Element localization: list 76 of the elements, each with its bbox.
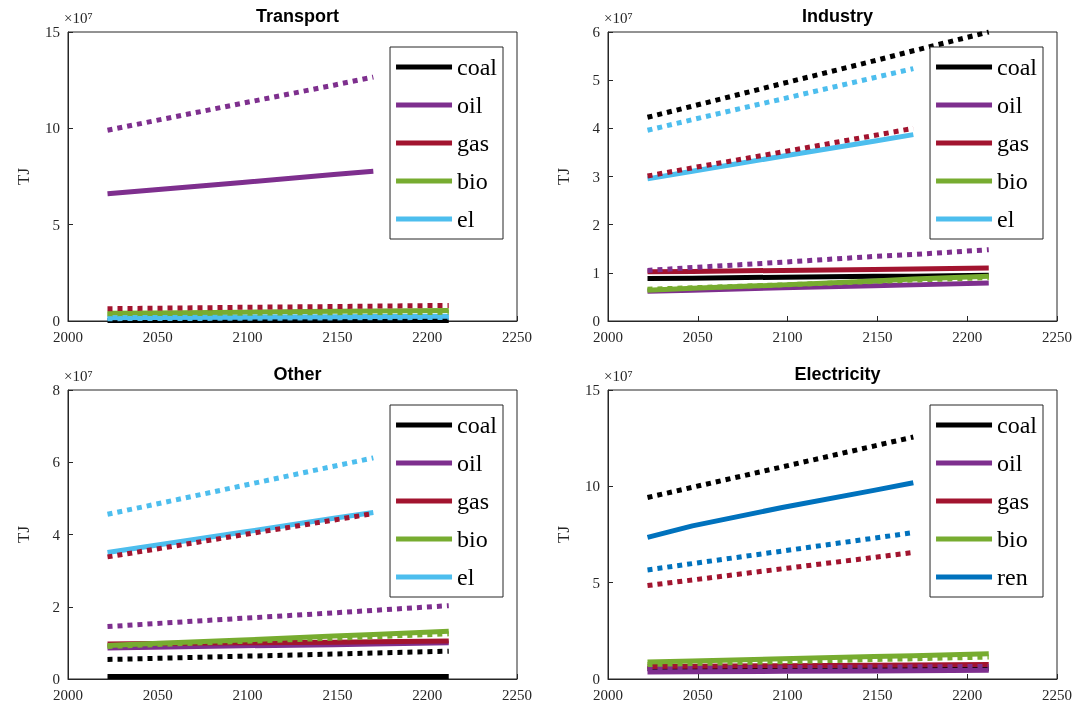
y-tick-label: 6 [52,454,61,471]
y-axis-title: TJ [554,525,573,543]
y-tick-label: 2 [592,216,600,233]
chart-title: Other [273,364,322,384]
legend-label: el [457,564,475,590]
text: ×10⁷ [604,367,633,384]
x-tick-label: 2000 [53,328,83,345]
y-tick-label: 8 [52,382,60,398]
y-tick-label: 1 [592,264,600,281]
text: ×10⁷ [604,9,633,26]
x-tick-label: 2250 [1042,686,1072,703]
legend-label: oil [997,450,1023,476]
y-axis-title: TJ [14,167,33,185]
x-tick-label: 2250 [502,328,532,345]
x-tick-label: 2200 [952,686,983,703]
y-tick-label: 2 [52,598,60,615]
y-tick-label: 10 [585,478,600,495]
y-tick-label: 15 [585,382,600,398]
x-tick-label: 2000 [53,686,83,703]
y-tick-label: 4 [592,120,601,137]
legend-label: el [457,206,475,232]
legend-label: el [997,206,1015,232]
x-tick-label: 2200 [952,328,983,345]
y-tick-label: 0 [52,671,60,687]
x-tick-label: 2200 [412,686,443,703]
x-tick-label: 2100 [232,686,263,703]
x-tick-label: 2050 [682,328,713,345]
legend-label: bio [997,168,1028,194]
x-tick-label: 2150 [322,328,353,345]
legend-label: bio [457,526,488,552]
legend-label: coal [457,54,498,80]
y-tick-label: 0 [52,313,60,329]
legend-label: bio [457,168,488,194]
legend-label: bio [997,526,1028,552]
x-tick-label: 2050 [682,686,713,703]
y-tick-label: 15 [45,24,60,40]
legend-label: ren [997,564,1028,590]
legend-label: coal [457,412,498,438]
x-tick-label: 2150 [322,686,353,703]
legend-label: gas [997,488,1030,514]
legend-label: coal [997,54,1038,80]
x-tick-label: 2200 [412,328,443,345]
y-tick-label: 5 [592,574,600,591]
legend-label: oil [457,92,483,118]
y-tick-label: 5 [592,72,600,89]
x-tick-label: 2100 [232,328,263,345]
y-tick-label: 0 [592,671,600,687]
chart-title: Industry [801,6,874,26]
chart-title: Transport [255,6,340,26]
legend-label: coal [997,412,1038,438]
y-tick-label: 3 [592,168,600,185]
legend-label: oil [457,450,483,476]
x-tick-label: 2150 [862,328,893,345]
y-tick-label: 10 [45,120,60,137]
y-axis-title: TJ [554,167,573,185]
chart-title: Electricity [794,364,881,384]
x-tick-label: 2250 [502,686,532,703]
x-tick-label: 2150 [862,686,893,703]
y-tick-label: 5 [52,216,60,233]
y-tick-label: 4 [52,526,61,543]
x-tick-label: 2000 [593,328,623,345]
legend-label: gas [457,130,490,156]
legend-label: gas [997,130,1030,156]
x-tick-label: 2100 [772,686,803,703]
text: ×10⁷ [64,9,93,26]
y-tick-label: 6 [592,24,601,40]
x-tick-label: 2050 [142,686,173,703]
y-tick-label: 0 [592,313,600,329]
x-tick-label: 2000 [593,686,623,703]
legend-label: gas [457,488,490,514]
text: ×10⁷ [64,367,93,384]
x-tick-label: 2250 [1042,328,1072,345]
y-axis-title: TJ [14,525,33,543]
x-tick-label: 2100 [772,328,803,345]
x-tick-label: 2050 [142,328,173,345]
legend-label: oil [997,92,1023,118]
